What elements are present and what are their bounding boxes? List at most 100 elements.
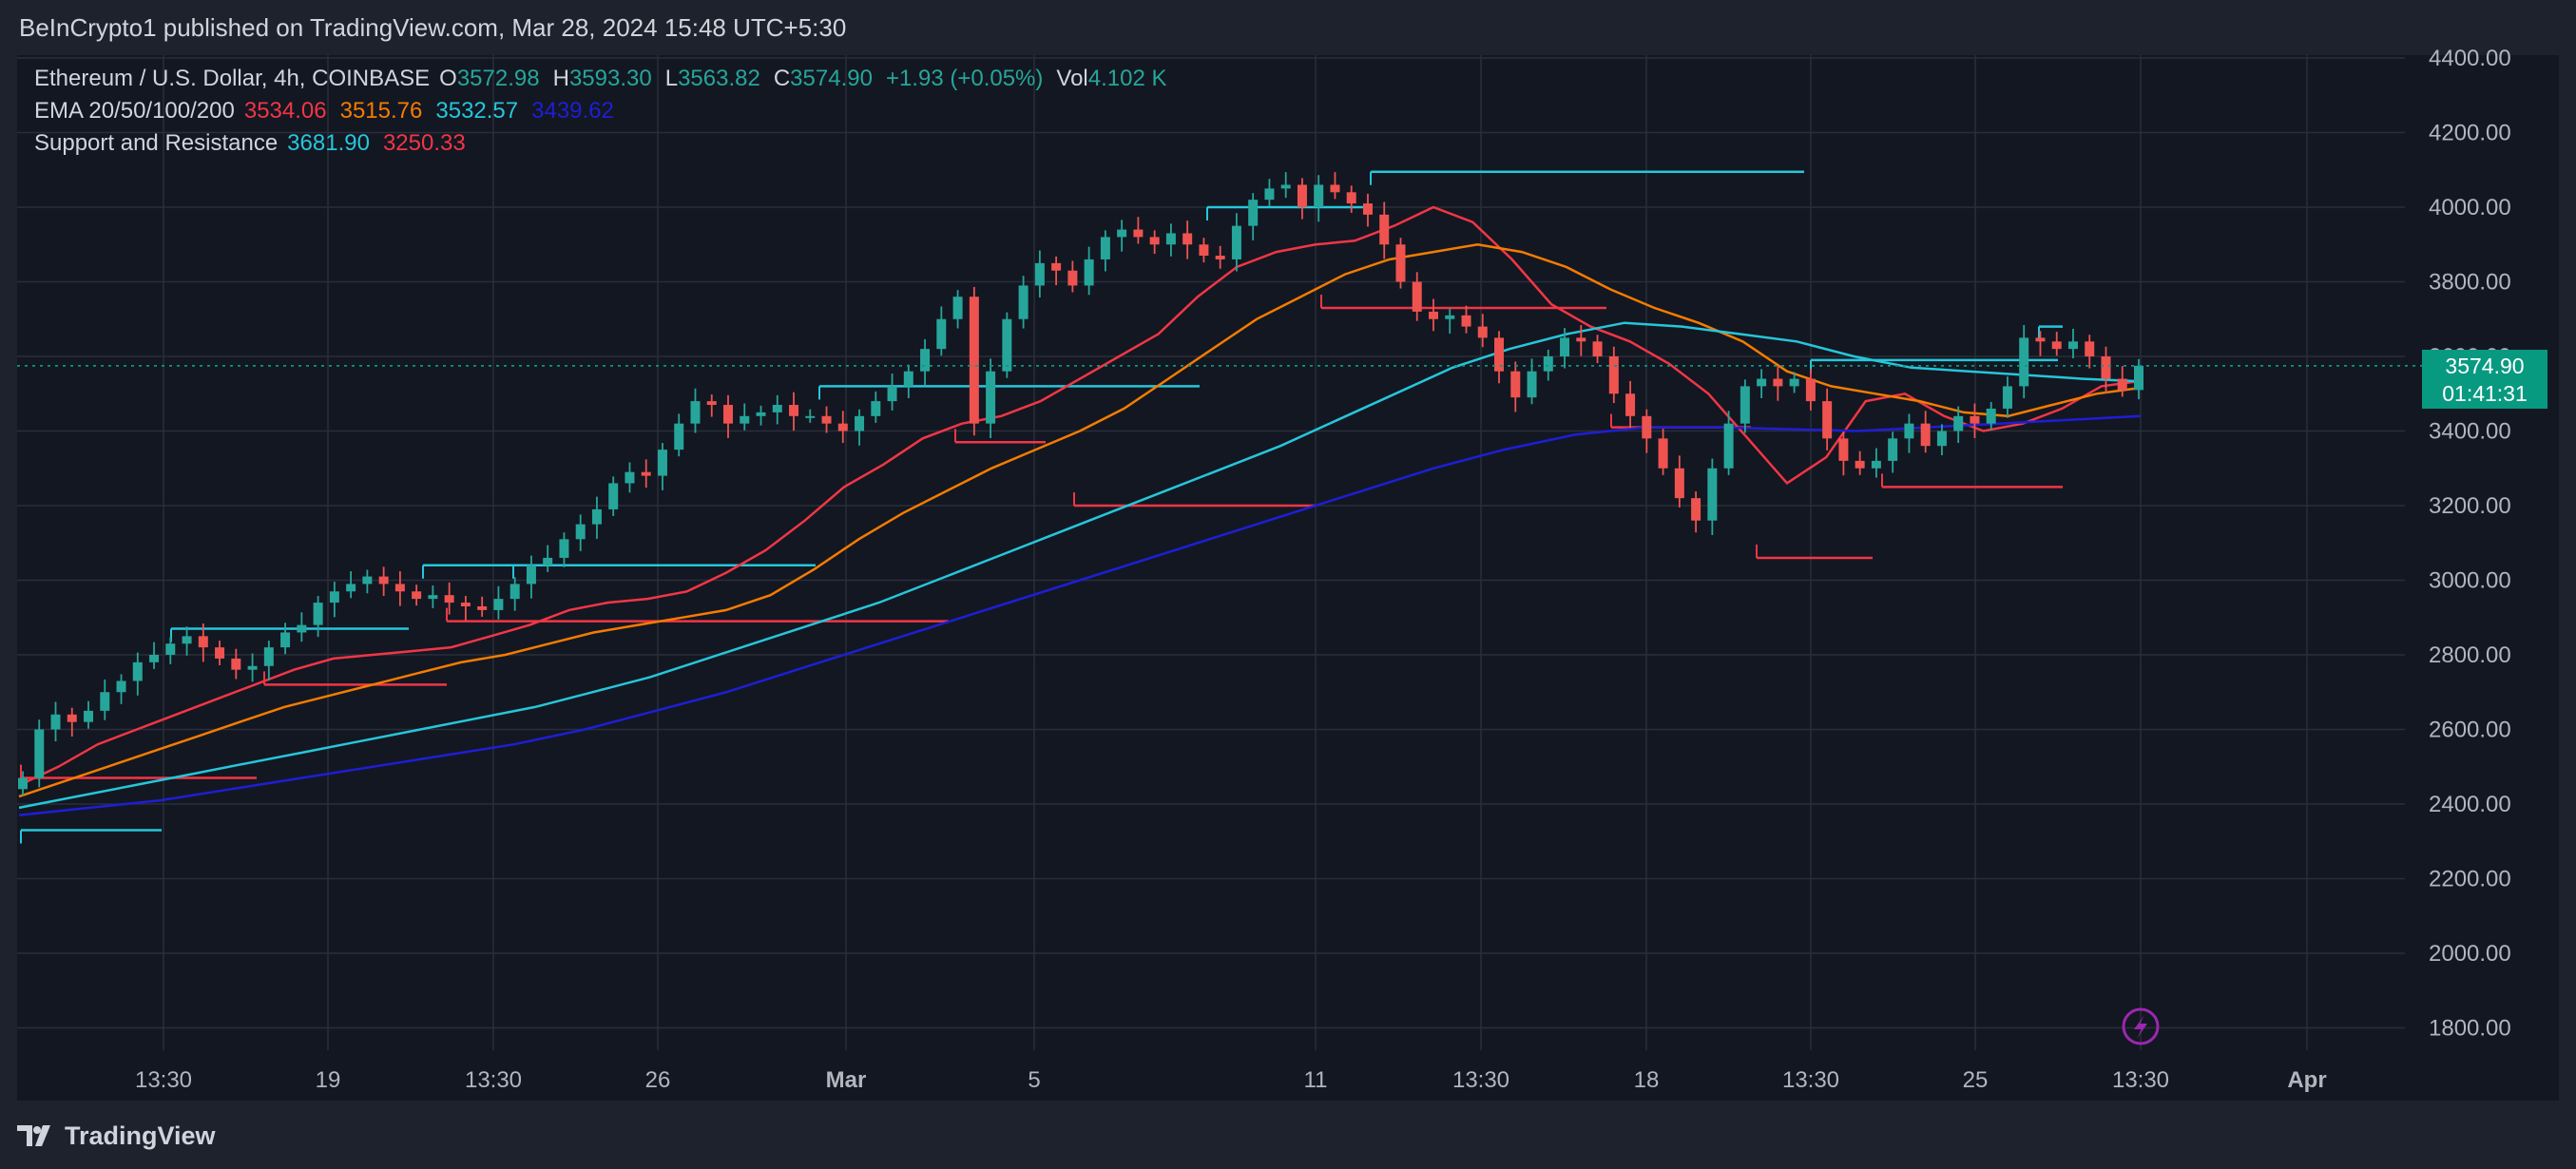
candle-body — [690, 401, 701, 424]
candle-body — [625, 471, 635, 484]
y-tick-label: 2200.00 — [2429, 867, 2511, 892]
candle-body — [1970, 415, 1980, 424]
candle-body — [740, 415, 750, 424]
x-tick-label: 13:30 — [135, 1067, 192, 1093]
bar-countdown: 01:41:31 — [2442, 381, 2528, 406]
candle-body — [952, 297, 963, 319]
candle-body — [1642, 415, 1652, 439]
candle-body — [1477, 326, 1488, 338]
chart-panel[interactable] — [17, 55, 2559, 1101]
candle-body — [2067, 341, 2078, 350]
candle-body — [1822, 401, 1833, 439]
x-tick-label: 26 — [645, 1067, 671, 1093]
candle-body — [1314, 184, 1324, 207]
candle-body — [1330, 184, 1340, 193]
candle-body — [2051, 341, 2062, 350]
candle-body — [1510, 371, 1521, 398]
y-tick-label: 3800.00 — [2429, 270, 2511, 296]
candle-body — [559, 539, 569, 558]
y-tick-label: 4000.00 — [2429, 195, 2511, 220]
lightning-icon-ring — [2122, 1007, 2160, 1045]
candle-body — [1461, 315, 1471, 327]
candle-body — [509, 584, 520, 600]
candle-body — [428, 595, 438, 600]
candle-body — [1199, 244, 1209, 257]
low-value: 3563.82 — [678, 66, 760, 91]
ema20-line — [18, 205, 2142, 787]
candle-body — [641, 471, 651, 476]
candle-body — [18, 777, 28, 790]
candle-body — [1723, 423, 1734, 469]
x-tick-label: Apr — [2287, 1067, 2326, 1093]
candle-body — [1592, 341, 1603, 356]
x-tick-label: 13:30 — [1782, 1067, 1839, 1093]
candle-body — [2134, 365, 2143, 391]
candle-body — [1707, 468, 1718, 521]
chart-legend: Ethereum / U.S. Dollar, 4h, COINBASE O 3… — [34, 63, 1181, 160]
candle-body — [1231, 225, 1241, 259]
y-tick-label: 1800.00 — [2429, 1016, 2511, 1042]
candle-body — [1445, 315, 1455, 319]
close-value: 3574.90 — [790, 66, 873, 91]
candle-body — [1855, 460, 1865, 469]
low-label: L — [664, 66, 679, 91]
candle-body — [1805, 378, 1816, 402]
candle-body — [591, 508, 602, 525]
candle-body — [871, 401, 881, 416]
candle-body — [1297, 184, 1307, 207]
high-label: H — [552, 66, 569, 91]
attribution-bar: BeInCrypto1 published on TradingView.com… — [0, 0, 2576, 55]
x-tick-label: 13:30 — [1452, 1067, 1509, 1093]
candle-body — [1429, 311, 1438, 319]
candle-body — [789, 405, 799, 416]
candle-body — [608, 483, 619, 509]
candle-body — [1838, 438, 1849, 461]
candle-body — [116, 680, 126, 693]
candle-body — [2035, 337, 2046, 342]
candle-body — [1395, 244, 1406, 282]
candle-body — [887, 386, 897, 402]
candle-body — [247, 665, 258, 670]
high-value: 3593.30 — [568, 66, 652, 91]
lightning-icon-bolt — [2134, 1015, 2147, 1039]
y-tick-label: 2000.00 — [2429, 941, 2511, 967]
tradingview-logo-icon — [17, 1125, 50, 1146]
lightning-icon — [2122, 1007, 2160, 1045]
candle-body — [772, 405, 782, 412]
sr-label[interactable]: Support and Resistance — [34, 130, 279, 156]
candle-body — [1773, 378, 1783, 387]
candle-body — [1362, 203, 1373, 215]
candle-body — [837, 423, 848, 431]
candle-body — [756, 412, 766, 416]
candle-body — [920, 349, 931, 372]
candle-body — [2002, 386, 2012, 409]
ohlc-row: Ethereum / U.S. Dollar, 4h, COINBASE O 3… — [34, 63, 1181, 95]
candle-body — [1576, 337, 1586, 342]
candle-body — [543, 557, 553, 565]
y-tick-label: 3000.00 — [2429, 568, 2511, 594]
grid-group: 4400.004200.004000.003800.003600.003400.… — [17, 46, 2511, 1093]
candle-body — [1379, 214, 1390, 245]
y-tick-label: 4200.00 — [2429, 121, 2511, 146]
candle-body — [674, 423, 684, 450]
candle-body — [313, 603, 323, 625]
y-tick-label: 3200.00 — [2429, 493, 2511, 519]
candle-body — [1051, 262, 1062, 271]
x-tick-label: 19 — [316, 1067, 341, 1093]
candle-body — [346, 584, 356, 592]
candle-body — [182, 636, 192, 644]
candle-body — [1117, 229, 1127, 238]
candle-body — [1757, 378, 1767, 387]
candle-body — [1953, 415, 1964, 431]
ema-label[interactable]: EMA 20/50/100/200 — [34, 98, 235, 124]
candle-body — [1691, 498, 1701, 521]
candle-body — [297, 624, 307, 633]
symbol-label[interactable]: Ethereum / U.S. Dollar, 4h, COINBASE — [34, 66, 431, 91]
candle-body — [969, 297, 979, 424]
candle-body — [1674, 468, 1684, 499]
candle-body — [1034, 262, 1045, 286]
footer-brand[interactable]: TradingView — [65, 1121, 216, 1150]
candle-body — [1986, 408, 1996, 424]
last-price-badge: 3574.90 01:41:31 — [2422, 350, 2547, 409]
